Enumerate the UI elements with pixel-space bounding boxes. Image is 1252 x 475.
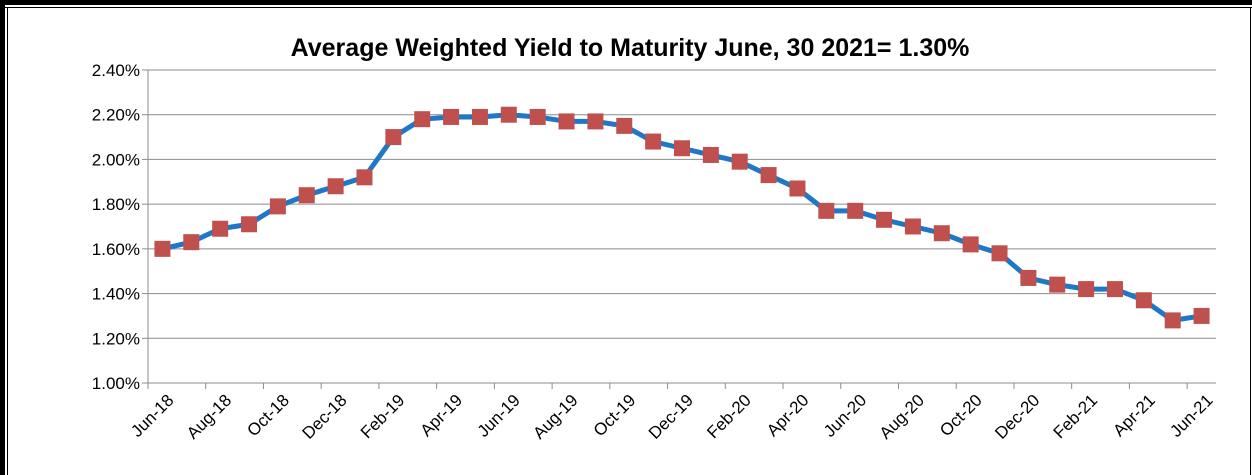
data-point: [702, 146, 719, 163]
data-point: [356, 169, 373, 186]
data-point: [587, 113, 604, 130]
data-point: [1135, 292, 1152, 309]
data-point: [443, 108, 460, 125]
data-point: [616, 117, 633, 134]
y-tick-label: 2.00%: [92, 150, 140, 169]
data-point: [818, 202, 835, 219]
data-point: [789, 180, 806, 197]
data-point: [154, 240, 171, 257]
data-point: [731, 153, 748, 170]
y-tick-label: 1.80%: [92, 195, 140, 214]
y-tick-label: 1.20%: [92, 329, 140, 348]
data-point: [298, 187, 315, 204]
data-point: [904, 218, 921, 235]
data-point: [1020, 269, 1037, 286]
data-point: [558, 113, 575, 130]
y-tick-label: 1.00%: [92, 374, 140, 393]
data-point: [529, 108, 546, 125]
data-point: [471, 108, 488, 125]
data-point: [991, 245, 1008, 262]
y-tick-label: 1.60%: [92, 240, 140, 259]
data-point: [933, 225, 950, 242]
data-point: [327, 178, 344, 195]
data-point: [1106, 281, 1123, 298]
data-point: [500, 106, 517, 123]
data-point: [674, 140, 690, 157]
data-point: [1193, 307, 1210, 324]
y-tick-label: 2.20%: [92, 106, 140, 125]
data-point: [212, 220, 229, 237]
data-point: [385, 129, 402, 146]
data-point: [1164, 312, 1181, 329]
data-point: [1078, 281, 1095, 298]
data-point: [760, 167, 777, 184]
data-point: [183, 234, 200, 251]
data-point: [962, 236, 979, 253]
data-point: [269, 198, 286, 215]
data-point: [645, 133, 662, 150]
y-tick-label: 2.40%: [92, 61, 140, 80]
data-point: [876, 211, 893, 228]
data-point: [847, 202, 864, 219]
chart-title: Average Weighted Yield to Maturity June,…: [291, 34, 970, 62]
data-point: [241, 216, 258, 233]
data-point: [1049, 276, 1066, 293]
data-point: [414, 111, 431, 128]
y-tick-label: 1.40%: [92, 285, 140, 304]
